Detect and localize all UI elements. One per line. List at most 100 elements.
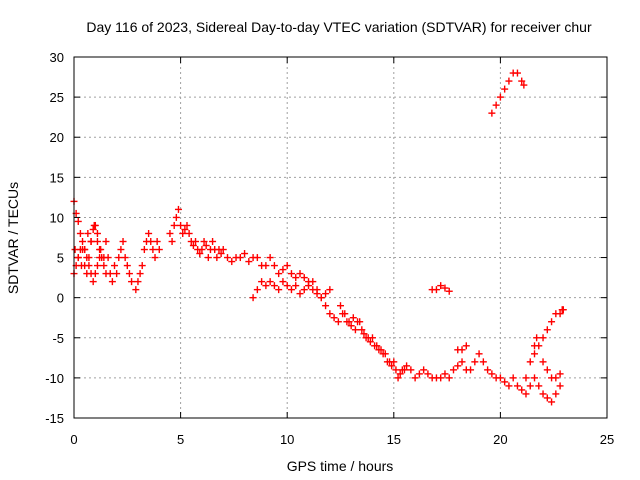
data-point [93,262,101,270]
data-point [337,302,344,310]
data-point [275,270,283,278]
data-point [366,338,374,346]
data-point [253,254,261,262]
data-point [258,278,266,286]
data-point [300,286,308,294]
data-point [488,109,496,117]
data-point [548,318,556,326]
data-point [513,382,521,390]
y-tick-label: 20 [50,130,64,145]
data-point [245,258,253,266]
data-point [151,254,159,262]
data-point [420,366,428,374]
data-point [522,390,530,398]
data-point [509,374,517,382]
data-point [531,374,539,382]
data-point [202,242,210,250]
data-point [119,238,127,246]
data-point [533,334,541,342]
data-point [134,278,142,286]
data-point [390,358,398,366]
data-point [326,310,334,318]
data-point [475,350,483,358]
data-point [362,334,370,342]
y-tick-label: 30 [50,50,64,65]
data-point [496,93,504,101]
data-point [125,270,133,278]
data-point [138,262,146,270]
data-point [531,350,539,358]
data-point [241,250,249,258]
data-point [89,225,97,233]
data-point [471,358,479,366]
data-point [228,258,236,266]
data-point [74,254,82,262]
data-point [351,326,359,334]
data-point [236,254,244,262]
data-point [76,229,84,237]
data-point [209,238,217,246]
y-tick-label: 25 [50,90,64,105]
data-point [128,278,136,286]
data-point [93,229,101,237]
data-point [488,370,496,378]
data-point [85,262,93,270]
data-point [97,246,105,254]
data-point [437,374,445,382]
data-point [179,229,187,237]
data-point [479,358,487,366]
data-point [371,342,379,350]
data-point [87,238,95,246]
data-point [292,282,300,290]
x-tick-label: 5 [177,432,184,447]
data-point [398,366,406,374]
data-point [309,278,317,286]
data-point [437,282,445,290]
data-point [415,370,423,378]
data-point [445,374,453,382]
data-point [526,358,534,366]
data-point [140,246,148,254]
data-point [513,69,521,77]
data-point [90,221,98,229]
data-point [102,238,110,246]
data-point [349,314,357,322]
data-point [181,225,189,233]
y-tick-label: -10 [45,371,64,386]
x-tick-label: 0 [70,432,77,447]
data-point [106,270,114,278]
data-point [217,250,225,258]
data-point [501,378,509,386]
data-point [275,286,283,294]
y-tick-label: -5 [52,331,64,346]
data-point [300,274,308,282]
data-point [358,326,366,334]
data-point [108,278,116,286]
x-tick-label: 10 [280,432,294,447]
data-point [123,262,131,270]
data-point [505,382,513,390]
data-point [71,246,79,254]
data-point [132,286,140,294]
data-point [111,262,119,270]
data-point [249,294,257,302]
data-point [287,270,295,278]
grid [74,57,607,418]
data-point [383,358,391,366]
data-point [183,221,191,229]
data-point [505,77,513,85]
x-tick-label: 15 [387,432,401,447]
data-point [296,270,304,278]
data-point [543,366,551,374]
data-point [204,254,212,262]
data-point [89,278,97,286]
data-point [279,278,287,286]
y-tick-label: 0 [57,291,64,306]
x-tick-label: 25 [600,432,614,447]
data-point [145,229,153,237]
data-point [147,238,155,246]
data-point [121,254,129,262]
data-point [347,322,355,330]
data-point [543,394,551,402]
data-point [539,390,547,398]
